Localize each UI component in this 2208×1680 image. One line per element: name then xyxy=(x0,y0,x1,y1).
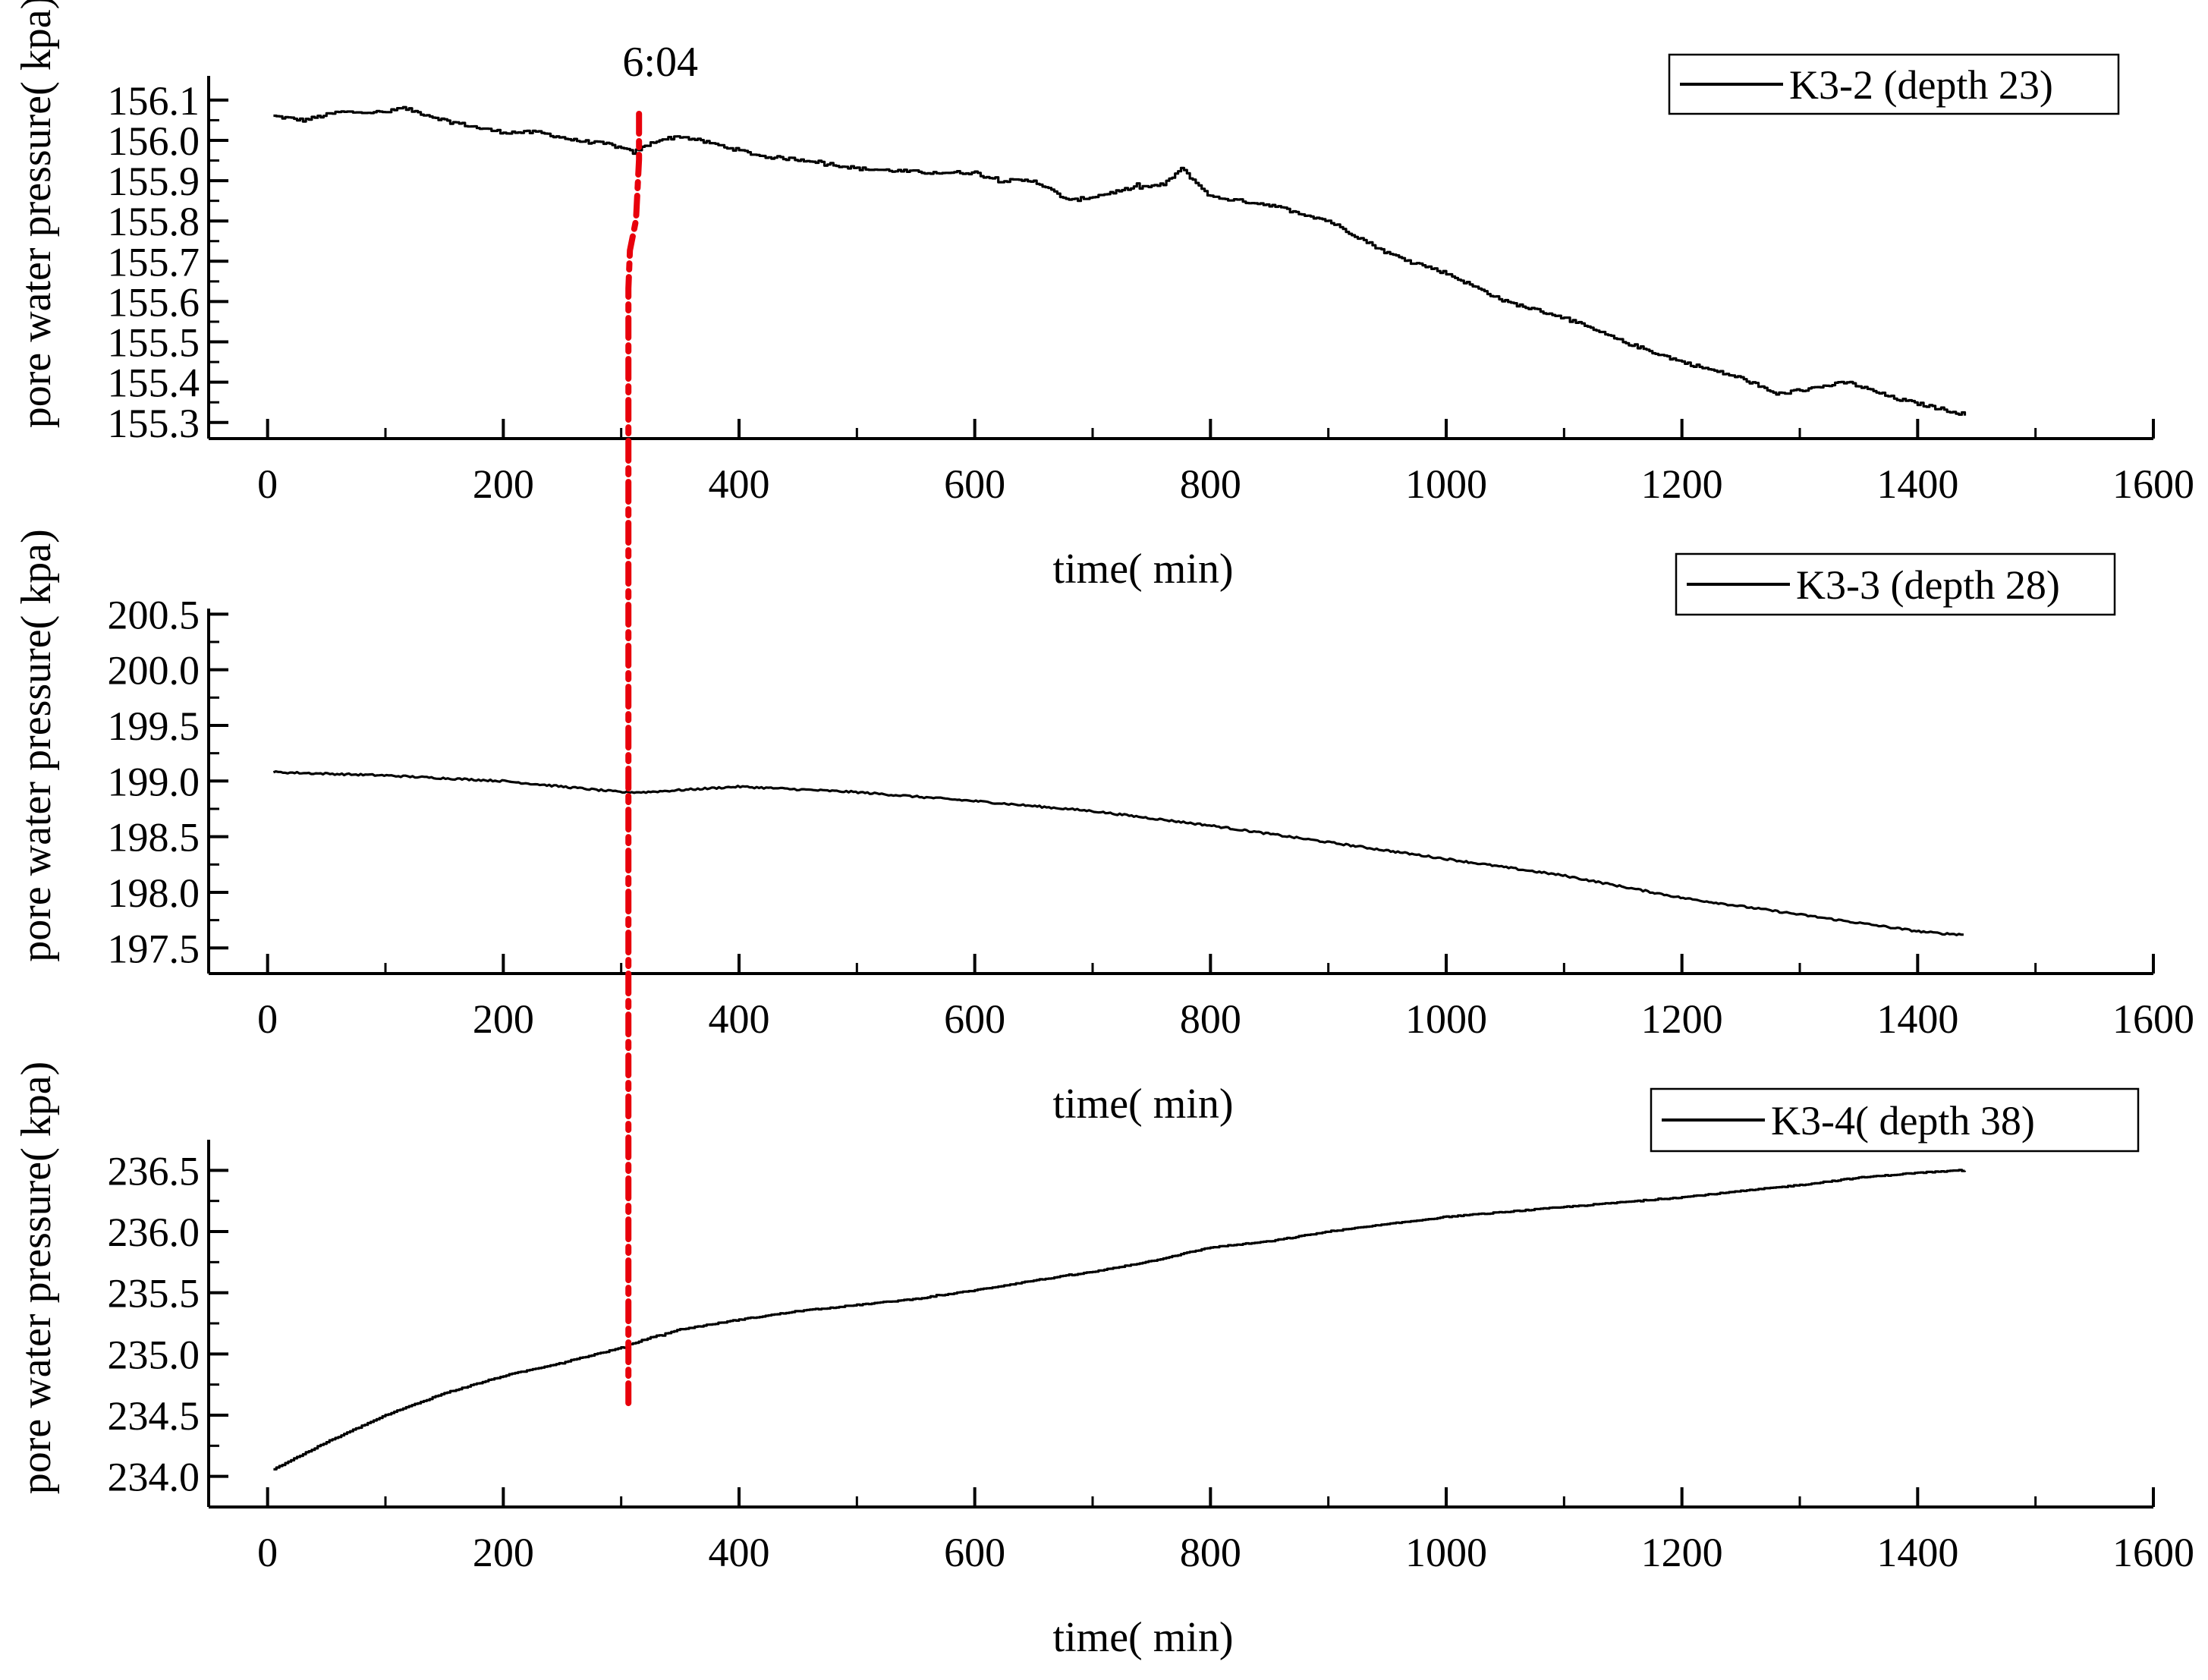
y-tick-label: 155.5 xyxy=(108,320,200,366)
x-tick-label: 1000 xyxy=(1405,461,1487,507)
x-tick-label: 1400 xyxy=(1876,461,1958,507)
x-tick-label: 1600 xyxy=(2112,996,2194,1042)
y-tick-label: 155.8 xyxy=(108,199,200,244)
y-tick-label: 156.1 xyxy=(108,78,200,124)
x-tick-label: 1400 xyxy=(1876,996,1958,1042)
chart-panel-3: 0 200 400 600 800 1000 1200 1400 1600 234.0 234.5 2… xyxy=(13,1062,2194,1661)
y-tick-label: 236.0 xyxy=(108,1210,200,1255)
legend-2: K3-3 (depth 28) xyxy=(1675,552,2116,616)
x-tick-label: 200 xyxy=(473,996,534,1042)
legend-label: K3-4( depth 38) xyxy=(1771,1098,2035,1144)
x-tick-label: 800 xyxy=(1180,1530,1241,1575)
x-tick-label: 1000 xyxy=(1405,996,1487,1042)
x-tick-label: 600 xyxy=(944,461,1005,507)
y-tick-label: 155.4 xyxy=(108,360,200,406)
y-tick-label: 198.0 xyxy=(108,870,200,916)
x-tick-label: 600 xyxy=(944,996,1005,1042)
x-tick-label: 1400 xyxy=(1876,1530,1958,1575)
series-line-2 xyxy=(272,770,1964,936)
y-axis-title: pore water pressure( kpa) xyxy=(13,1062,60,1495)
x-tick-label: 800 xyxy=(1180,461,1241,507)
y-tick-label: 155.7 xyxy=(108,239,200,285)
annotation-dashed-line xyxy=(625,111,643,1407)
y-tick-label: 197.5 xyxy=(108,926,200,971)
annotation-event: 6:04 xyxy=(622,39,698,1407)
y-tick-label: 199.0 xyxy=(108,759,200,804)
legend-label: K3-3 (depth 28) xyxy=(1796,562,2060,608)
x-tick-label: 1600 xyxy=(2112,461,2194,507)
x-tick-label: 1200 xyxy=(1641,1530,1723,1575)
legend-1: K3-2 (depth 23) xyxy=(1668,53,2120,115)
annotation-label: 6:04 xyxy=(622,39,698,86)
x-tick-label: 0 xyxy=(257,996,278,1042)
legend-3: K3-4( depth 38) xyxy=(1650,1087,2140,1153)
y-axis-title: pore water pressure( kpa) xyxy=(13,0,60,428)
x-tick-label: 400 xyxy=(709,1530,770,1575)
x-tick-label: 1600 xyxy=(2112,1530,2194,1575)
x-tick-label: 1200 xyxy=(1641,461,1723,507)
y-tick-label: 155.9 xyxy=(108,159,200,204)
y-tick-label: 234.0 xyxy=(108,1455,200,1500)
legend-label: K3-2 (depth 23) xyxy=(1789,62,2053,108)
x-tick-label: 400 xyxy=(709,461,770,507)
series-line-1 xyxy=(273,105,1967,416)
series-line-3 xyxy=(273,1169,1967,1471)
x-axis-title: time( min) xyxy=(1053,1081,1234,1128)
x-tick-label: 200 xyxy=(473,461,534,507)
y-tick-label: 199.5 xyxy=(108,703,200,749)
x-tick-label: 1000 xyxy=(1405,1530,1487,1575)
x-tick-label: 0 xyxy=(257,461,278,507)
chart-panel-2: 0 200 400 600 800 1000 1200 1400 1600 197.5 198.0 1… xyxy=(13,529,2194,1128)
y-tick-label: 236.5 xyxy=(108,1148,200,1194)
y-tick-label: 234.5 xyxy=(108,1393,200,1439)
x-tick-label: 200 xyxy=(473,1530,534,1575)
y-axis-title: pore water pressure( kpa) xyxy=(13,529,60,962)
x-axis-title: time( min) xyxy=(1053,546,1234,593)
x-tick-label: 400 xyxy=(709,996,770,1042)
x-axis-title: time( min) xyxy=(1053,1614,1234,1661)
chart-panel-1: 0 200 400 600 800 1000 1200 1400 1600155.3155.41… xyxy=(13,0,2194,593)
y-tick-label: 155.6 xyxy=(108,279,200,325)
y-tick-label: 155.3 xyxy=(108,401,200,446)
y-tick-label: 200.5 xyxy=(108,592,200,637)
y-tick-label: 156.0 xyxy=(108,118,200,164)
x-tick-label: 0 xyxy=(257,1530,278,1575)
x-tick-label: 600 xyxy=(944,1530,1005,1575)
y-tick-label: 200.0 xyxy=(108,648,200,694)
y-tick-label: 198.5 xyxy=(108,815,200,860)
x-tick-label: 1200 xyxy=(1641,996,1723,1042)
y-tick-label: 235.0 xyxy=(108,1332,200,1377)
x-tick-label: 800 xyxy=(1180,996,1241,1042)
y-tick-label: 235.5 xyxy=(108,1271,200,1317)
